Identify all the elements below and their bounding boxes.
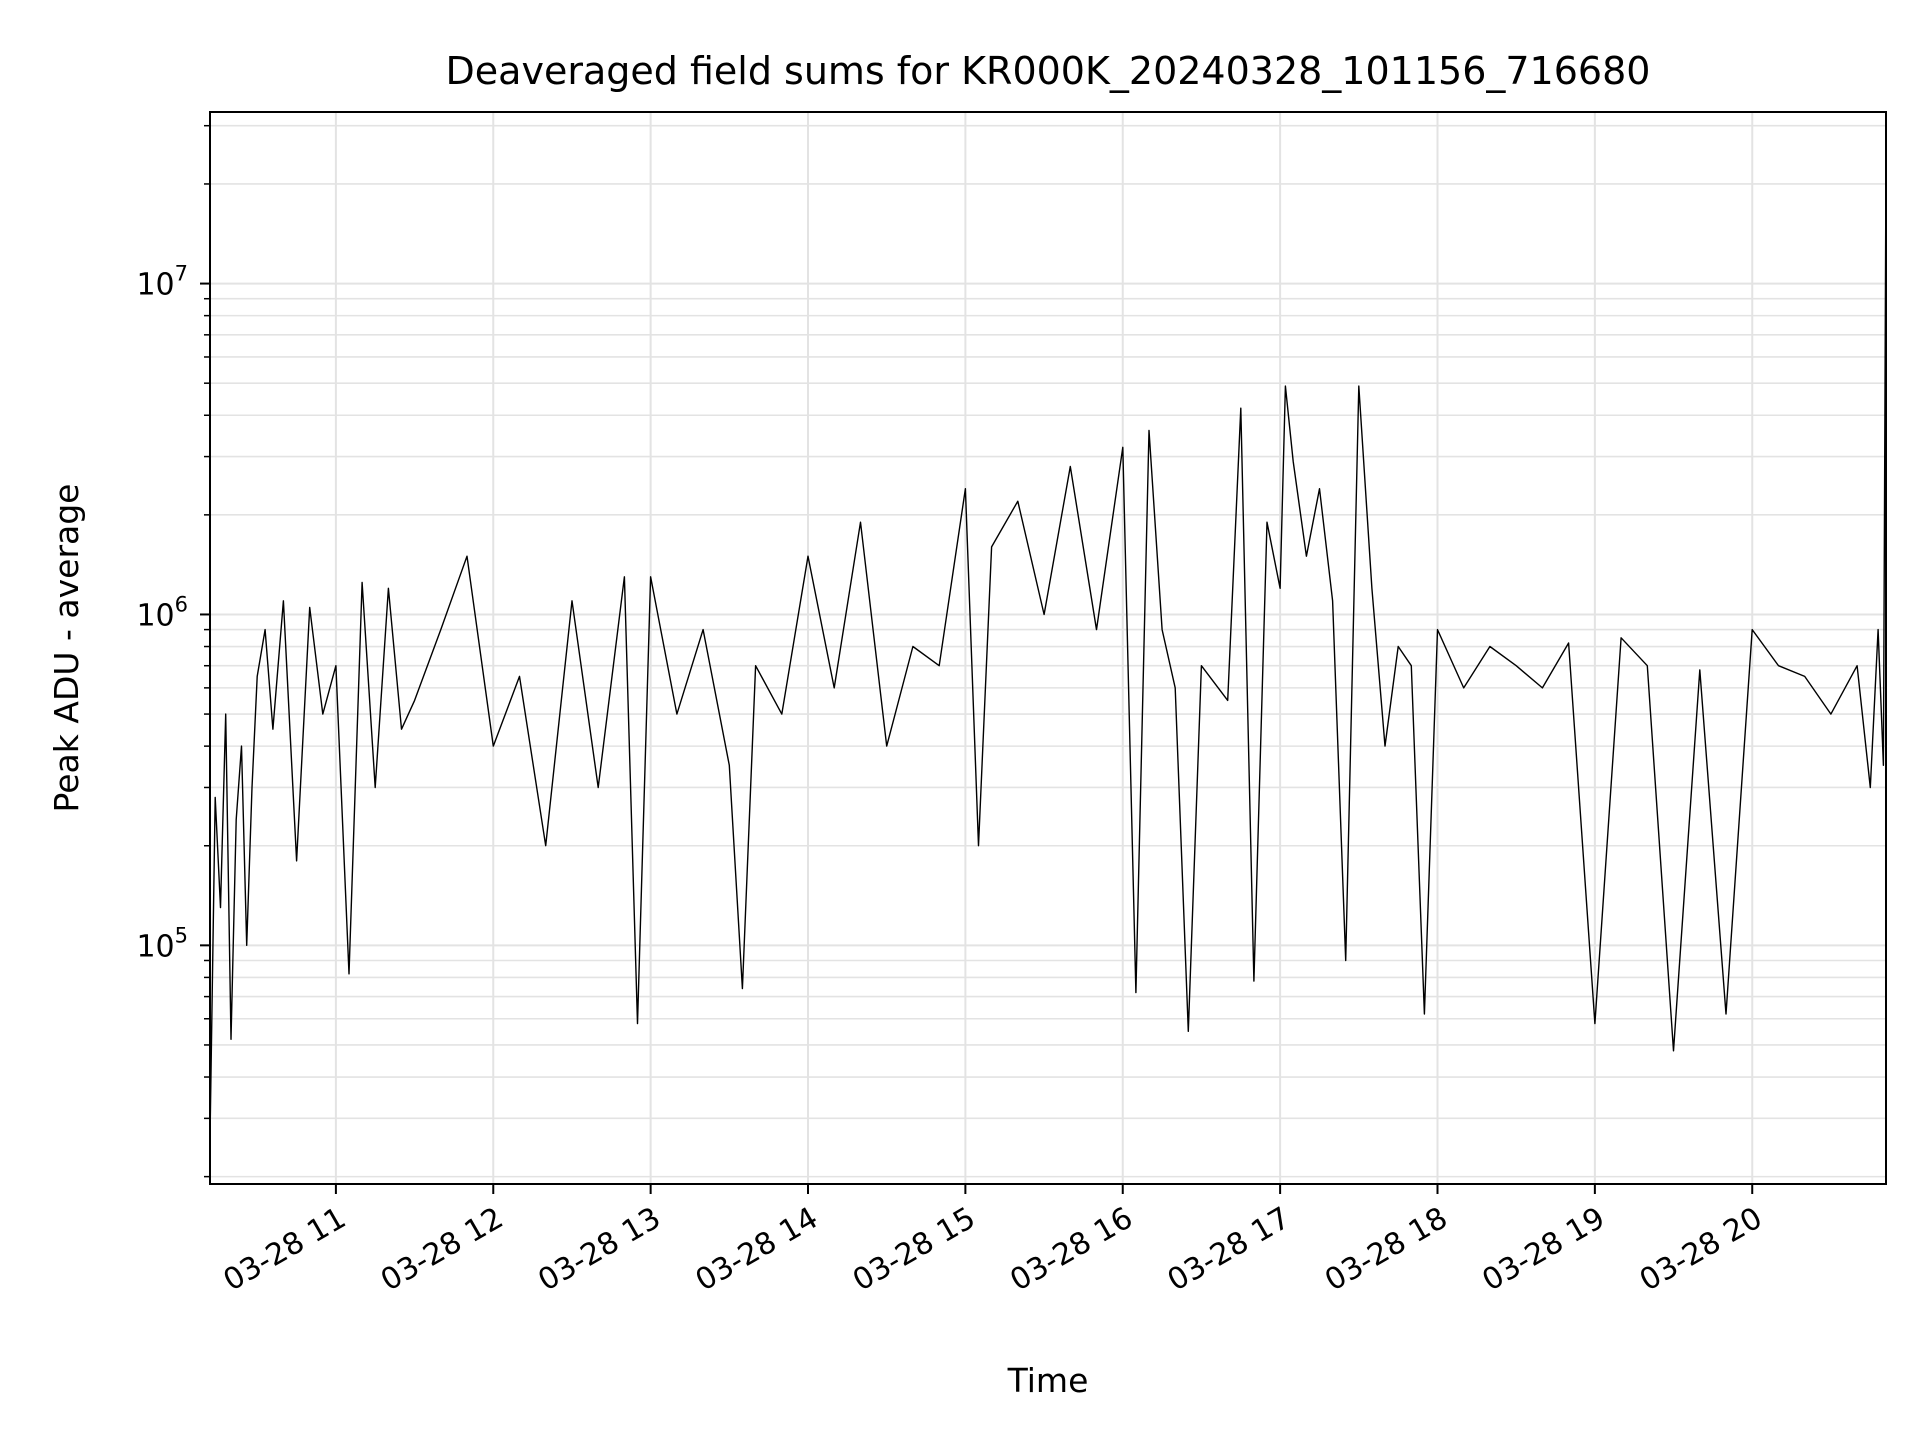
- chart-title: Deaveraged field sums for KR000K_2024032…: [446, 49, 1651, 93]
- y-tick-label: 107: [136, 262, 188, 303]
- x-axis-label: Time: [1007, 1361, 1089, 1400]
- y-axis-label: Peak ADU - average: [47, 484, 86, 813]
- y-tick-base: 10: [136, 929, 174, 964]
- y-tick-exponent: 5: [175, 923, 188, 947]
- y-tick-label: 105: [136, 923, 188, 964]
- y-tick-exponent: 7: [175, 262, 188, 286]
- y-tick-base: 10: [136, 598, 174, 633]
- series-layer: [209, 157, 1887, 1139]
- plot-area-frame: [209, 111, 1887, 1185]
- y-tick-label: 106: [136, 592, 188, 633]
- series-line: [209, 157, 1887, 1139]
- y-tick-exponent: 6: [175, 592, 188, 616]
- y-tick-base: 10: [136, 268, 174, 303]
